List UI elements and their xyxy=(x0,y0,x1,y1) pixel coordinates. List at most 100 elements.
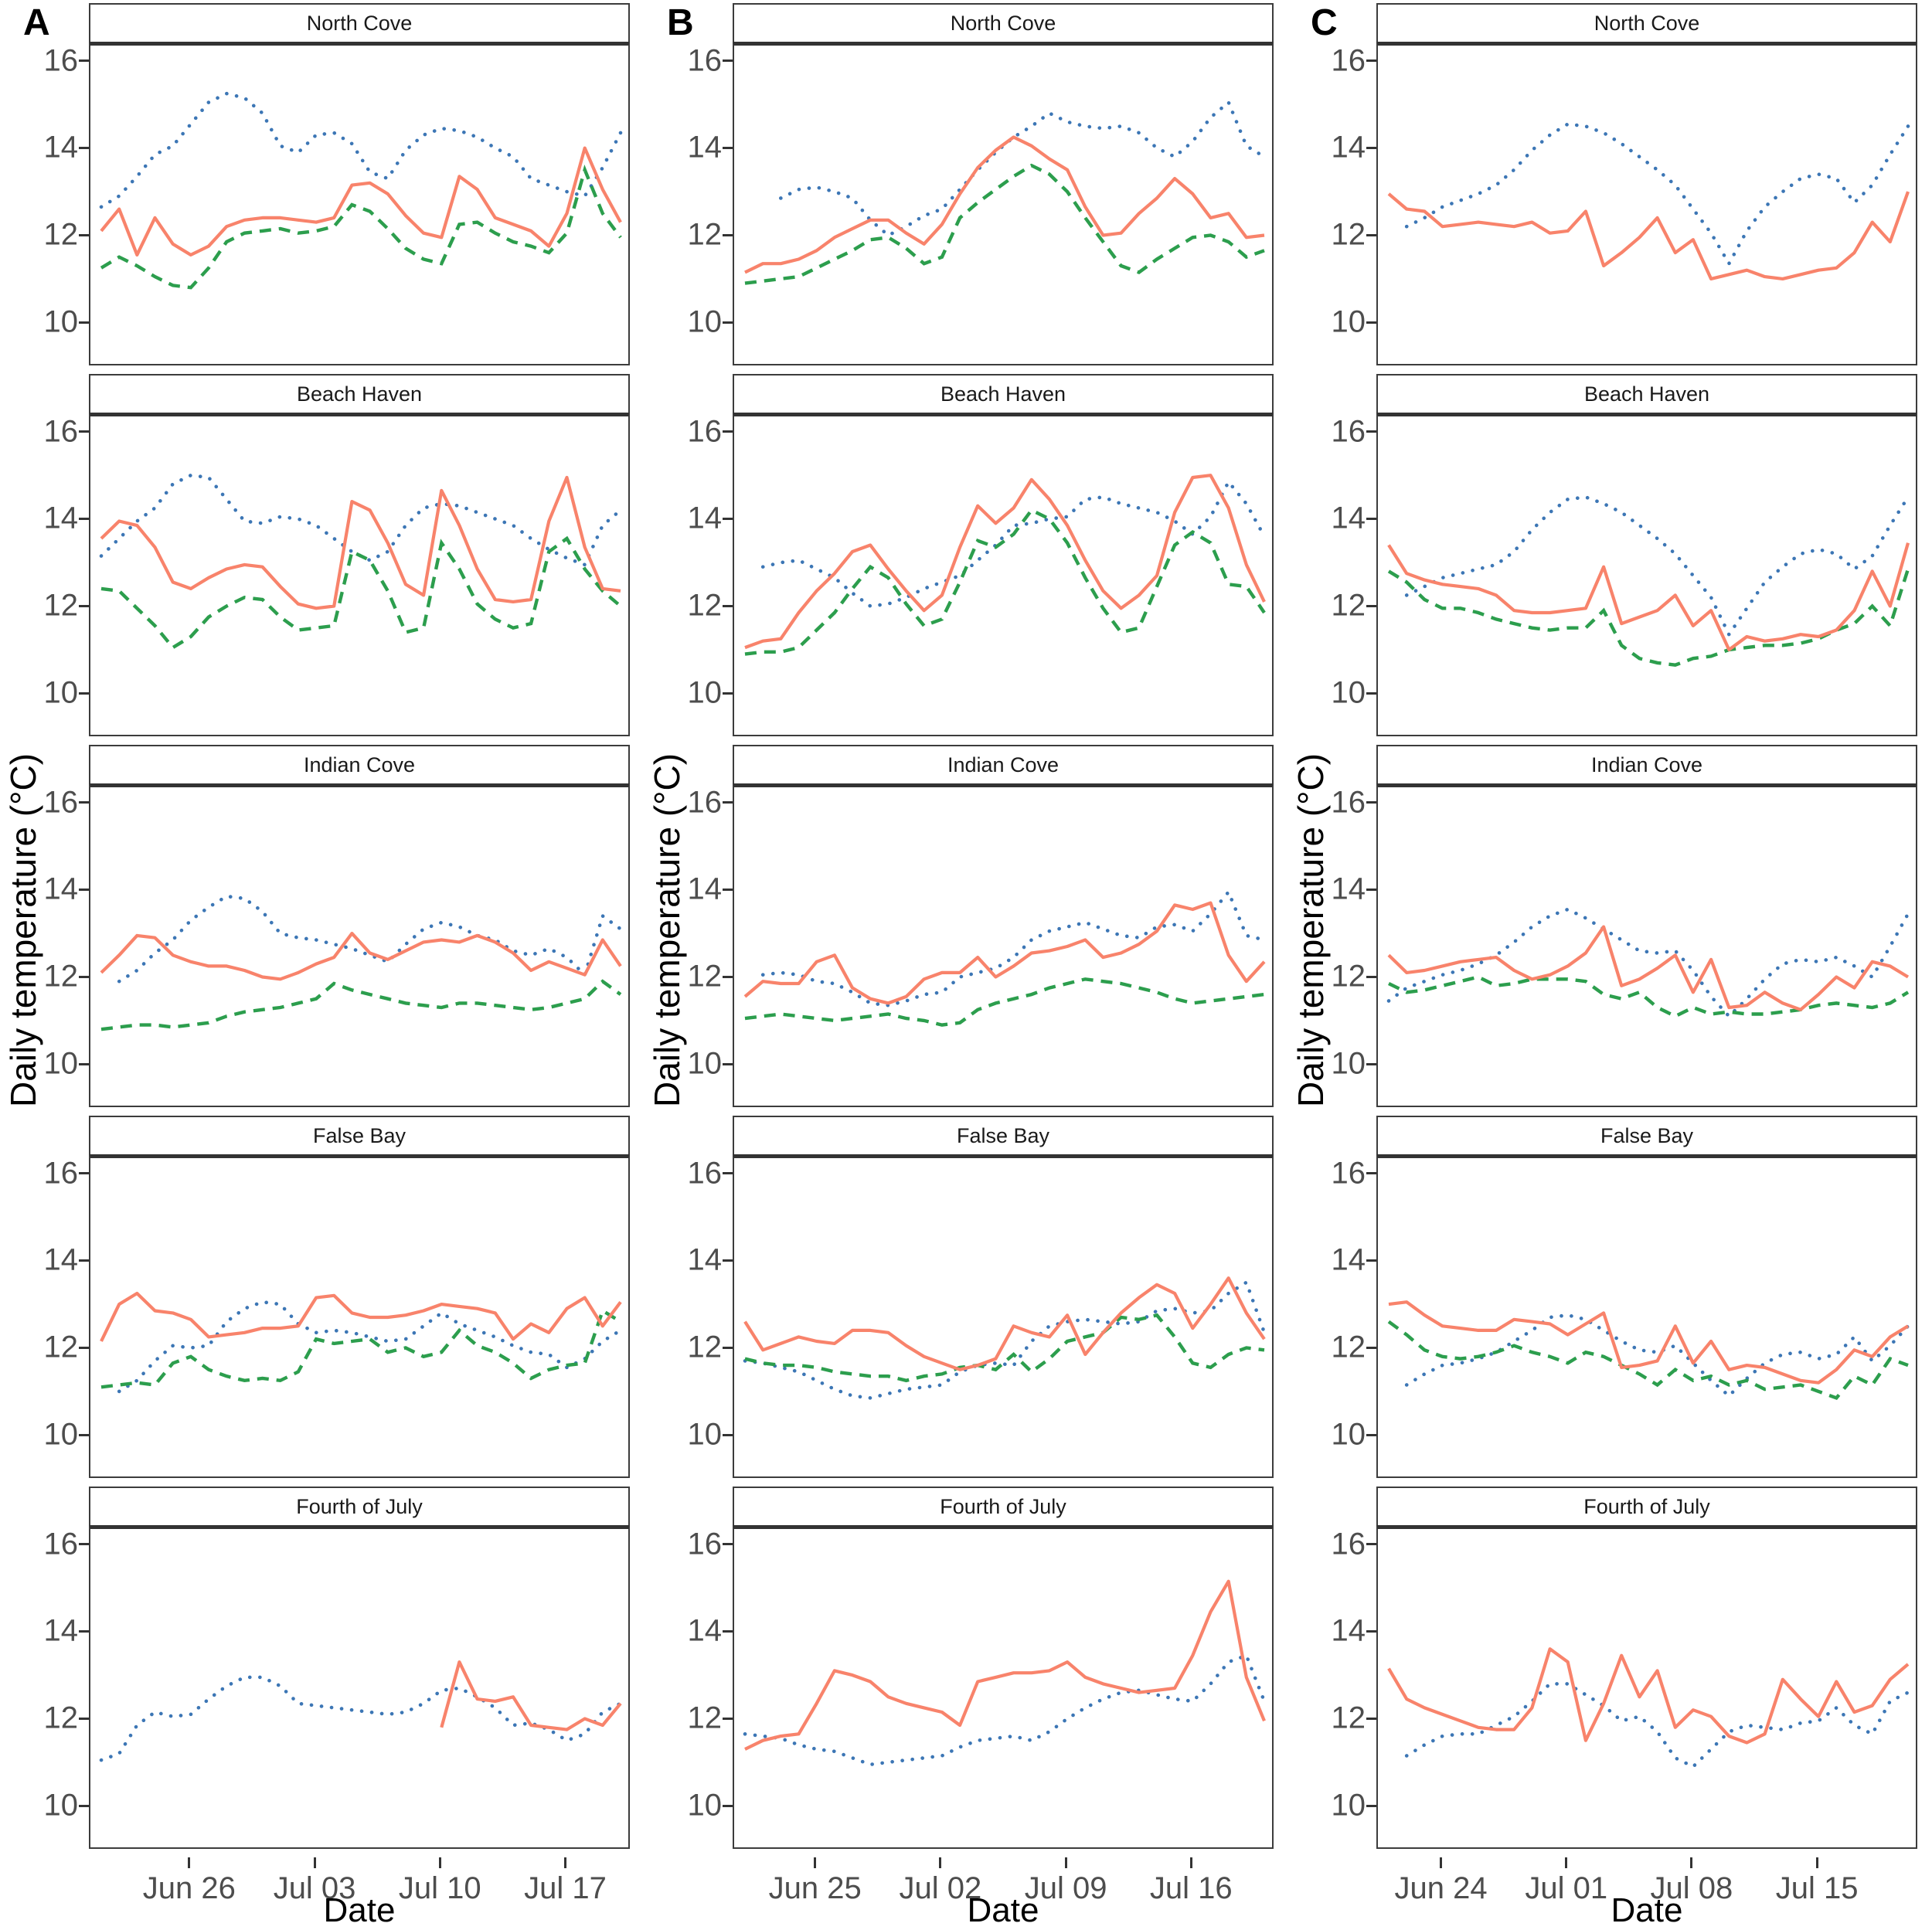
y-tick-label: 10 xyxy=(687,1046,723,1081)
y-tick-label: 10 xyxy=(43,304,79,339)
y-tick-mark xyxy=(723,604,733,607)
y-tick-label: 10 xyxy=(687,675,723,710)
plot-area xyxy=(733,413,1274,736)
y-tick-mark xyxy=(1366,146,1376,149)
y-tick-mark xyxy=(79,430,89,433)
y-tick-mark xyxy=(723,1629,733,1633)
x-tick-label: Jul 16 xyxy=(1149,1871,1233,1905)
x-tick-label: Jul 09 xyxy=(1024,1871,1107,1905)
y-tick-mark xyxy=(723,1433,733,1436)
facet-panel: Indian Cove xyxy=(89,745,630,1107)
x-tick-mark xyxy=(313,1857,316,1868)
y-tick-mark xyxy=(723,517,733,520)
y-tick-label: 10 xyxy=(43,1046,79,1081)
y-tick-mark xyxy=(723,1172,733,1175)
temperature-line-chart xyxy=(1387,1300,1910,1401)
y-tick-mark xyxy=(79,888,89,891)
y-axis: 16 14 12 10 xyxy=(1331,3,1376,374)
panel-row: 16 14 12 10 Fourth of July xyxy=(1332,1487,1917,1857)
x-axis-title: Date xyxy=(1611,1891,1683,1929)
plot-area xyxy=(733,42,1274,365)
y-tick-mark xyxy=(723,1717,733,1720)
y-tick-label: 16 xyxy=(1331,43,1366,78)
y-tick-label: 16 xyxy=(687,785,723,820)
y-tick-mark xyxy=(1366,975,1376,978)
y-tick-mark xyxy=(1366,1543,1376,1546)
x-tick-mark xyxy=(1690,1857,1693,1868)
facet-panel: North Cove xyxy=(733,3,1274,365)
x-tick-label: Jul 15 xyxy=(1775,1871,1859,1905)
y-tick-label: 10 xyxy=(1331,1788,1366,1823)
y-axis: 16 14 12 10 xyxy=(1331,1116,1376,1487)
y-tick-mark xyxy=(79,604,89,607)
y-tick-mark xyxy=(723,1543,733,1546)
y-tick-label: 12 xyxy=(43,1330,79,1364)
y-tick-label: 14 xyxy=(1331,130,1366,165)
facet-title: Indian Cove xyxy=(303,753,416,776)
facet-strip: Fourth of July xyxy=(1376,1487,1917,1525)
y-tick-label: 12 xyxy=(687,959,723,994)
facet-strip: False Bay xyxy=(1376,1116,1917,1154)
y-tick-label: 12 xyxy=(1331,959,1366,994)
y-tick-label: 14 xyxy=(687,872,723,906)
facet-panel: Indian Cove xyxy=(1376,745,1917,1107)
facet-strip: Indian Cove xyxy=(1376,745,1917,783)
x-tick-label: Jun 25 xyxy=(768,1871,862,1905)
y-axis-title: Daily temperature (°C) xyxy=(3,753,43,1108)
panel-row: 16 14 12 10 False Bay xyxy=(688,1116,1274,1487)
y-tick-label: 14 xyxy=(43,130,79,165)
y-tick-mark xyxy=(1366,801,1376,804)
x-tick-mark xyxy=(1565,1857,1568,1868)
y-tick-mark xyxy=(79,691,89,695)
panel-row: 16 14 12 10 Indian Cove xyxy=(1332,745,1917,1116)
facet-panel: False Bay xyxy=(1376,1116,1917,1478)
x-tick-mark xyxy=(1815,1857,1818,1868)
y-tick-label: 14 xyxy=(1331,1613,1366,1648)
x-axis-title: Date xyxy=(323,1891,396,1929)
x-axis: Jun 26 Jul 03 Jul 10 Jul 17 Date xyxy=(89,1857,630,1929)
x-tick-label: Jul 08 xyxy=(1650,1871,1733,1905)
y-tick-mark xyxy=(79,1804,89,1807)
x-tick-mark xyxy=(188,1857,191,1868)
x-tick-mark xyxy=(1064,1857,1067,1868)
facet-panel: Beach Haven xyxy=(733,374,1274,736)
y-tick-mark xyxy=(723,888,733,891)
facet-panel: North Cove xyxy=(89,3,630,365)
y-axis: 16 14 12 10 xyxy=(688,3,733,374)
panel-letter-c: C xyxy=(1311,2,1338,43)
facet-strip: Indian Cove xyxy=(733,745,1274,783)
y-tick-mark xyxy=(723,146,733,149)
y-tick-label: 14 xyxy=(687,1613,723,1648)
y-tick-mark xyxy=(79,1629,89,1633)
facet-title: North Cove xyxy=(950,11,1056,35)
facet-strip: Fourth of July xyxy=(89,1487,630,1525)
facet-panel: False Bay xyxy=(89,1116,630,1478)
facet-strip: False Bay xyxy=(733,1116,1274,1154)
y-tick-label: 10 xyxy=(1331,1417,1366,1452)
plot-area xyxy=(1376,413,1917,736)
panel-row: 16 14 12 10 Fourth of July xyxy=(688,1487,1274,1857)
y-axis: 16 14 12 10 xyxy=(687,745,733,1116)
y-tick-label: 12 xyxy=(687,1330,723,1364)
y-tick-mark xyxy=(723,233,733,236)
y-tick-mark xyxy=(79,1259,89,1262)
y-tick-mark xyxy=(1366,1172,1376,1175)
plot-area xyxy=(733,783,1274,1107)
facet-panel: False Bay xyxy=(733,1116,1274,1478)
y-tick-mark xyxy=(1366,1259,1376,1262)
temperature-line-chart xyxy=(99,473,623,650)
y-axis-title: Daily temperature (°C) xyxy=(1291,753,1331,1108)
y-tick-label: 12 xyxy=(1331,217,1366,252)
x-axis: Jun 25 Jul 02 Jul 09 Jul 16 Date xyxy=(733,1857,1274,1929)
y-tick-mark xyxy=(1366,1346,1376,1349)
y-tick-label: 16 xyxy=(43,785,79,820)
plot-area xyxy=(1376,783,1917,1107)
y-tick-label: 16 xyxy=(43,43,79,78)
facet-title: Fourth of July xyxy=(940,1494,1066,1518)
y-tick-mark xyxy=(723,1062,733,1065)
y-tick-label: 10 xyxy=(1331,1046,1366,1081)
y-tick-mark xyxy=(1366,59,1376,63)
panel-letter-a: A xyxy=(23,2,50,43)
y-tick-mark xyxy=(1366,233,1376,236)
